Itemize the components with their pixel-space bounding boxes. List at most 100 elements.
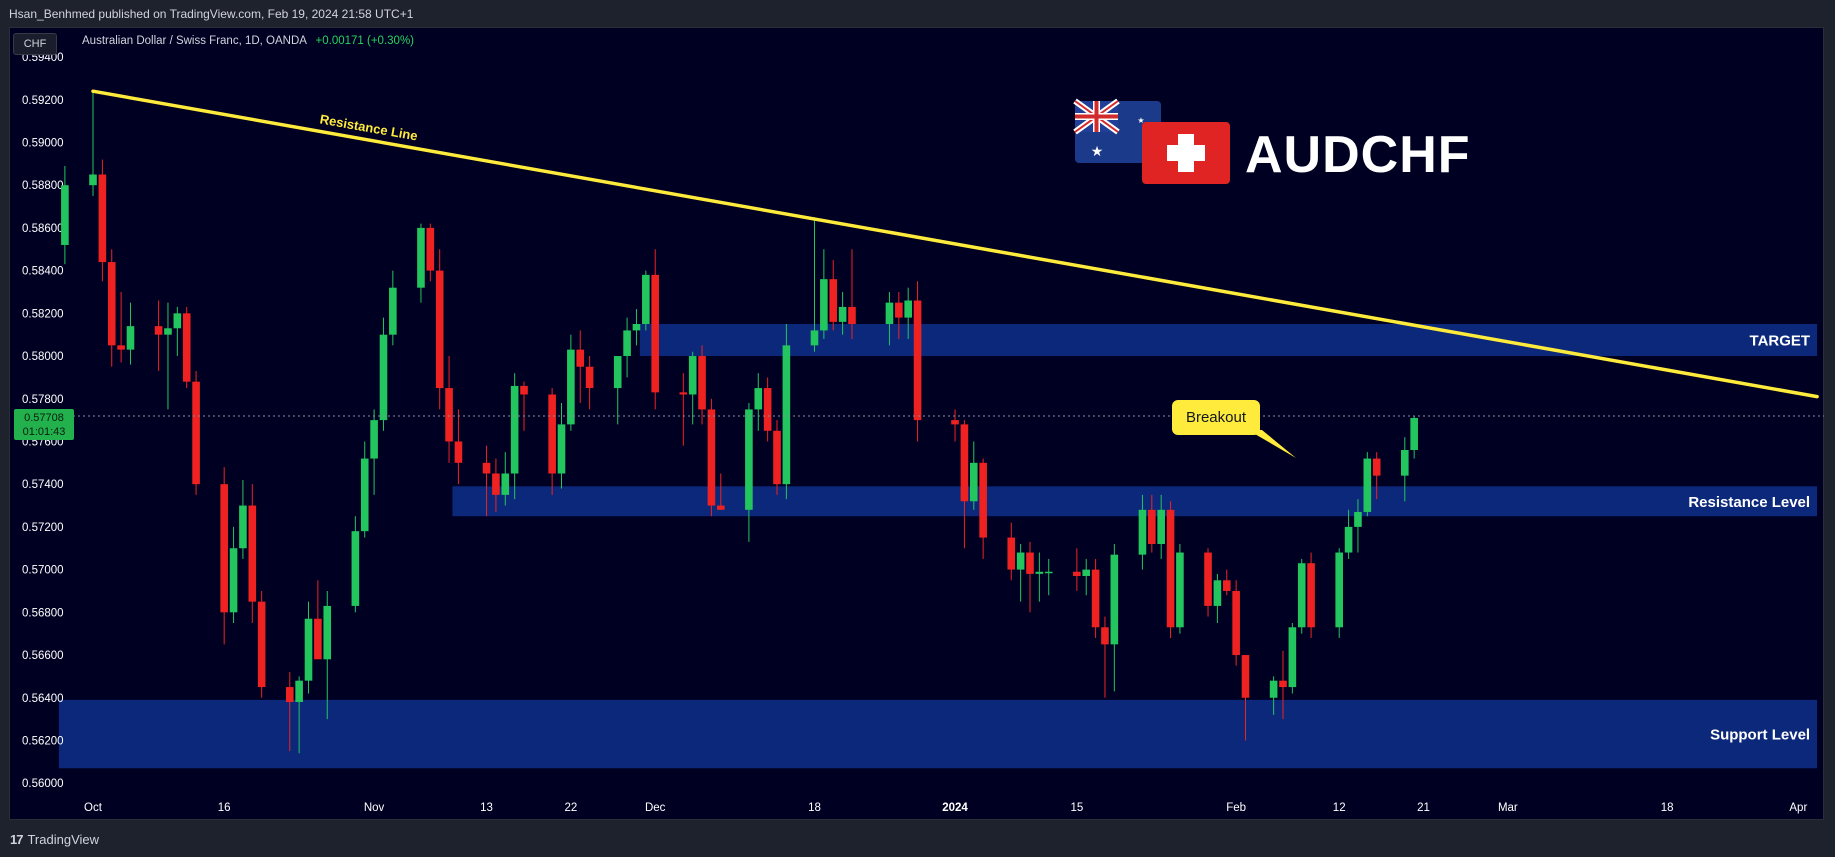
candle-body <box>98 174 107 263</box>
candle-body <box>1335 552 1344 628</box>
candle <box>510 373 519 500</box>
candle <box>782 324 791 500</box>
candle <box>248 484 257 624</box>
candle <box>838 291 847 335</box>
candle <box>520 381 528 431</box>
candle-body <box>1222 580 1231 591</box>
candle <box>239 479 247 559</box>
time-tick-label: 13 <box>480 802 493 814</box>
candle-body <box>1110 554 1119 645</box>
candle <box>848 249 856 339</box>
candle-body <box>1157 509 1165 544</box>
candle <box>1035 552 1044 602</box>
candle <box>754 373 763 431</box>
candle-body <box>763 388 772 431</box>
bar-countdown: 01:01:43 <box>22 426 66 438</box>
zone-label: Resistance Level <box>1688 494 1810 511</box>
candle-body <box>445 388 453 442</box>
last-price-badge: 0.57708 01:01:43 <box>14 409 74 440</box>
price-tick-label: 0.57400 <box>22 479 64 491</box>
candle-body <box>1073 571 1081 577</box>
resistance-trendline <box>91 89 1819 399</box>
candle <box>1110 543 1119 692</box>
candle <box>1026 541 1034 613</box>
candle-body <box>1101 627 1109 645</box>
candle-body <box>698 356 706 410</box>
time-tick-label: 18 <box>808 802 821 814</box>
candle <box>435 249 444 410</box>
time-tick-label: 15 <box>1070 802 1083 814</box>
candle <box>1363 452 1372 517</box>
currency-button[interactable]: CHF <box>13 33 57 55</box>
candle-body <box>1176 552 1184 628</box>
candle <box>679 373 688 446</box>
candle-body <box>314 618 322 660</box>
candle <box>173 306 182 357</box>
candle-body <box>482 462 491 474</box>
candle <box>651 249 659 410</box>
candle-body <box>979 462 987 538</box>
candle <box>1401 437 1409 502</box>
price-tick-label: 0.56800 <box>22 607 64 619</box>
candle-body <box>248 505 257 602</box>
candle <box>613 356 622 425</box>
candle-body <box>885 302 894 325</box>
candle-body <box>1026 552 1034 574</box>
candle <box>61 165 69 265</box>
candle-body <box>782 345 791 485</box>
symbol-title: Australian Dollar / Swiss Franc, 1D, OAN… <box>82 35 307 47</box>
candle <box>454 409 463 485</box>
candle-body <box>417 227 425 288</box>
candles-layer <box>61 91 1418 754</box>
candle <box>951 409 959 442</box>
price-tick-label: 0.58200 <box>22 308 64 320</box>
candle <box>154 300 163 371</box>
candle <box>1335 548 1344 638</box>
candle <box>585 356 594 410</box>
candle <box>642 270 650 331</box>
top-bar: Hsan_Benhmed published on TradingView.co… <box>0 0 1835 27</box>
candle-body <box>1354 511 1362 527</box>
candle <box>417 223 425 303</box>
zone-labels-layer: TARGET Resistance Level Support Level <box>1688 333 1810 744</box>
candle <box>1204 548 1212 617</box>
candle-body <box>1269 680 1278 698</box>
candle <box>1222 569 1231 596</box>
time-tick-label: Feb <box>1226 802 1246 814</box>
candle-body <box>1138 509 1147 555</box>
chart-frame[interactable] <box>9 27 1824 820</box>
candle-body <box>192 381 200 485</box>
candle <box>1082 558 1091 596</box>
candle-body <box>951 420 959 425</box>
candle-body <box>1091 569 1100 628</box>
candle-body <box>1297 563 1306 628</box>
tradingview-brand[interactable]: 17 TradingView <box>10 832 99 847</box>
candle <box>557 403 566 489</box>
brand-name: TradingView <box>27 832 100 847</box>
candle <box>1007 522 1016 581</box>
time-tick-label: 22 <box>564 802 577 814</box>
candle-body <box>1166 509 1175 628</box>
candle <box>1307 552 1315 638</box>
candle <box>107 249 116 367</box>
candle-body <box>913 300 922 421</box>
candle <box>1148 494 1156 553</box>
candle <box>126 302 135 365</box>
candle-body <box>1148 509 1156 544</box>
last-price-value: 0.57708 <box>24 412 64 424</box>
candle-body <box>295 680 303 703</box>
candle-body <box>492 473 500 495</box>
candle <box>501 452 510 506</box>
candle <box>1016 543 1025 602</box>
time-tick-label: Dec <box>645 802 666 814</box>
bottom-bar <box>0 820 1835 857</box>
svg-text:★: ★ <box>1091 144 1104 160</box>
candle <box>1213 573 1222 624</box>
candle <box>1269 676 1278 715</box>
candle <box>829 259 838 331</box>
price-tick-label: 0.58400 <box>22 266 64 278</box>
candle-body <box>904 300 912 318</box>
candle <box>1101 616 1109 698</box>
candle-body <box>435 270 444 389</box>
